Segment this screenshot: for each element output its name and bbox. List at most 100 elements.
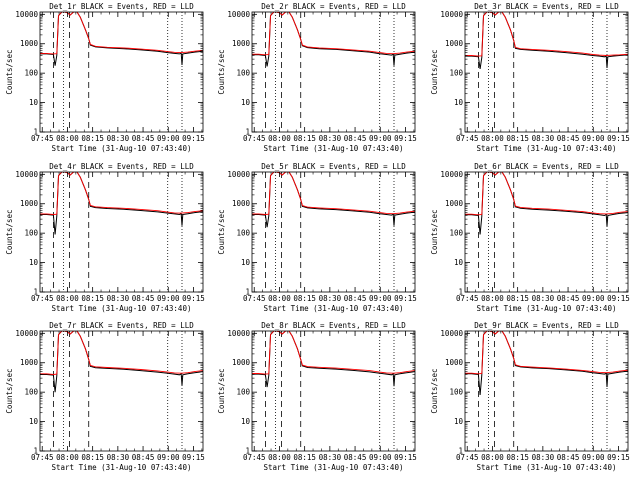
x-tick-label: 08:30: [532, 134, 555, 143]
x-tick-label: 07:45: [456, 134, 479, 143]
y-tick-label: 1000: [20, 199, 39, 208]
plot-frame: [251, 171, 416, 293]
x-tick-label: 08:00: [268, 134, 291, 143]
y-axis-label: Counts/sec: [430, 49, 439, 94]
detector-panel: Det_3r BLACK = Events, RED = LLD Counts/s…: [430, 2, 630, 153]
y-tick-label: 1000: [20, 358, 39, 367]
x-tick-label: 08:30: [319, 294, 342, 303]
plot-frame: [39, 330, 204, 452]
panel-title: Det_7r BLACK = Events, RED = LLD: [49, 321, 194, 330]
panel-title: Det_6r BLACK = Events, RED = LLD: [474, 162, 619, 171]
plot-frame: [39, 11, 204, 133]
y-tick-label: 10: [29, 98, 39, 107]
y-tick-label: 1000: [232, 39, 251, 48]
y-tick-label: 100: [449, 229, 463, 238]
y-tick-label: 1: [458, 447, 463, 456]
y-tick-label: 10000: [440, 329, 463, 338]
x-tick-label: 09:00: [369, 134, 392, 143]
y-tick-label: 1000: [232, 358, 251, 367]
y-tick-label: 1: [33, 128, 38, 137]
x-tick-label: 09:15: [607, 134, 630, 143]
x-tick-label: 08:45: [132, 134, 155, 143]
panel-title: Det_8r BLACK = Events, RED = LLD: [261, 321, 406, 330]
x-tick-label: 08:00: [481, 453, 504, 462]
y-tick-label: 1000: [445, 39, 464, 48]
y-axis-label: Counts/sec: [5, 209, 14, 254]
x-tick-label: 08:30: [532, 294, 555, 303]
plot-frame: [464, 11, 629, 133]
y-tick-label: 10: [29, 258, 39, 267]
y-tick-label: 1: [245, 447, 250, 456]
y-tick-label: 1000: [232, 199, 251, 208]
x-tick-label: 08:45: [132, 294, 155, 303]
lld-series-line: [40, 172, 203, 215]
plot-frame: [251, 330, 416, 452]
y-tick-label: 10: [454, 417, 464, 426]
x-axis-label: Start Time (31-Aug-10 07:43:40): [52, 144, 192, 153]
x-tick-label: 08:30: [319, 134, 342, 143]
x-tick-label: 08:15: [293, 294, 316, 303]
y-axis-label: Counts/sec: [5, 49, 14, 94]
y-tick-label: 1: [458, 128, 463, 137]
y-tick-label: 10000: [227, 10, 250, 19]
events-series-line: [465, 331, 628, 396]
x-tick-label: 08:30: [107, 134, 130, 143]
events-series-line: [40, 12, 203, 66]
x-axis-label: Start Time (31-Aug-10 07:43:40): [264, 463, 404, 472]
x-tick-label: 08:15: [506, 134, 529, 143]
y-tick-label: 100: [24, 229, 38, 238]
x-axis-label: Start Time (31-Aug-10 07:43:40): [477, 144, 617, 153]
x-tick-label: 08:45: [344, 134, 367, 143]
x-tick-label: 08:00: [268, 294, 291, 303]
y-tick-label: 10: [29, 417, 39, 426]
x-tick-label: 09:15: [607, 453, 630, 462]
x-tick-label: 09:00: [582, 134, 605, 143]
panel-title: Det_2r BLACK = Events, RED = LLD: [261, 2, 406, 11]
x-tick-label: 08:15: [506, 294, 529, 303]
y-axis-label: Counts/sec: [5, 368, 14, 413]
panel-title: Det_9r BLACK = Events, RED = LLD: [474, 321, 619, 330]
x-tick-label: 08:30: [107, 294, 130, 303]
x-tick-label: 07:45: [456, 453, 479, 462]
x-tick-label: 07:45: [243, 453, 266, 462]
x-tick-label: 08:45: [344, 453, 367, 462]
y-tick-label: 10: [241, 417, 251, 426]
y-axis-label: Counts/sec: [217, 49, 226, 94]
y-axis-label: Counts/sec: [217, 368, 226, 413]
x-tick-label: 08:00: [481, 294, 504, 303]
events-series-line: [252, 331, 415, 388]
plot-frame: [251, 11, 416, 133]
panel-title: Det_5r BLACK = Events, RED = LLD: [261, 162, 406, 171]
x-tick-label: 09:15: [607, 294, 630, 303]
x-tick-label: 08:30: [107, 453, 130, 462]
plot-frame: [39, 171, 204, 293]
y-axis-label: Counts/sec: [217, 209, 226, 254]
x-tick-label: 08:15: [81, 453, 104, 462]
x-tick-label: 08:45: [132, 453, 155, 462]
x-tick-label: 09:00: [157, 294, 180, 303]
detector-panel: Det_7r BLACK = Events, RED = LLD Counts/s…: [5, 321, 205, 472]
y-tick-label: 100: [24, 388, 38, 397]
y-tick-label: 1000: [20, 39, 39, 48]
x-tick-label: 09:15: [182, 294, 205, 303]
panel-title: Det_3r BLACK = Events, RED = LLD: [474, 2, 619, 11]
x-axis-label: Start Time (31-Aug-10 07:43:40): [264, 144, 404, 153]
x-tick-label: 09:00: [369, 294, 392, 303]
x-axis-label: Start Time (31-Aug-10 07:43:40): [52, 304, 192, 313]
y-tick-label: 10000: [15, 10, 38, 19]
x-tick-label: 08:45: [557, 453, 580, 462]
y-tick-label: 10: [241, 98, 251, 107]
x-tick-label: 08:15: [81, 134, 104, 143]
y-tick-label: 100: [236, 69, 250, 78]
x-tick-label: 09:00: [582, 294, 605, 303]
x-tick-label: 08:00: [56, 134, 79, 143]
lld-series-line: [252, 12, 415, 56]
x-tick-label: 09:00: [582, 453, 605, 462]
x-axis-label: Start Time (31-Aug-10 07:43:40): [264, 304, 404, 313]
y-tick-label: 10: [241, 258, 251, 267]
y-axis-label: Counts/sec: [430, 209, 439, 254]
events-series-line: [252, 172, 415, 228]
y-tick-label: 10000: [227, 170, 250, 179]
x-axis-label: Start Time (31-Aug-10 07:43:40): [477, 463, 617, 472]
